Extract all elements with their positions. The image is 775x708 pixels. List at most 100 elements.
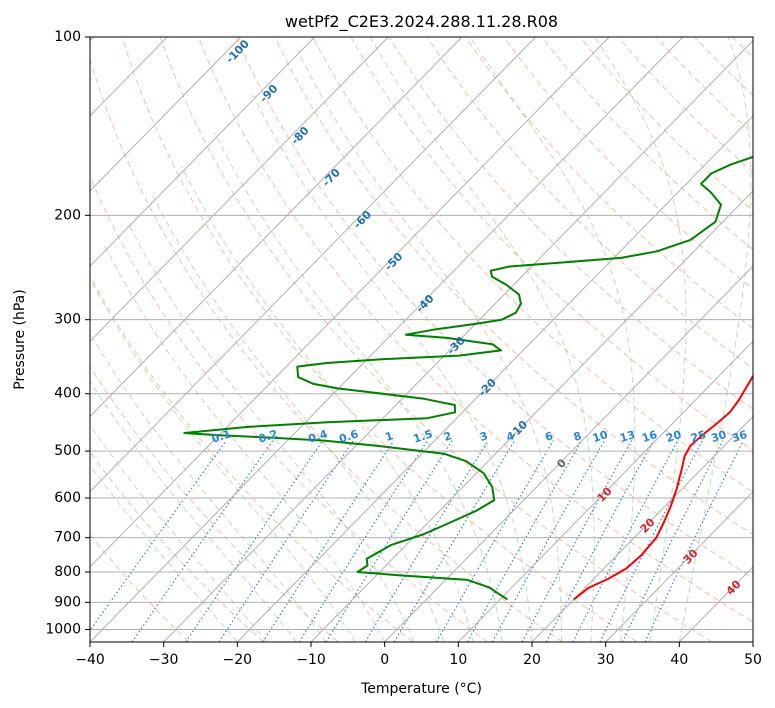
isotherm-line (457, 340, 753, 642)
y-tick-label: 100 (54, 29, 81, 45)
mixing-ratio-line (325, 440, 453, 642)
mixing-ratio-line (218, 440, 354, 642)
dry-adiabat (465, 37, 753, 329)
y-axis-label: Pressure (hPa) (12, 289, 28, 389)
isotherm-line (236, 115, 753, 642)
isotherm-line (90, 37, 463, 418)
x-tick-label: 50 (744, 652, 762, 668)
dry-adiabat (90, 57, 563, 642)
dry-adiabat (350, 37, 753, 451)
isotherm-line (90, 37, 389, 343)
moist-adiabat (252, 94, 533, 642)
mixing-ratio-label: 20 (664, 428, 683, 445)
dry-adiabat (312, 37, 753, 493)
mixing-ratio-label: 1 (384, 429, 395, 444)
x-axis-label: Temperature (°C) (360, 681, 482, 697)
moist-adiabat (469, 37, 636, 642)
mixing-ratio-label: 16 (640, 428, 659, 445)
dry-adiabat (771, 37, 775, 642)
mixing-ratio-line (90, 440, 227, 632)
x-tick-label: −20 (223, 652, 253, 668)
y-tick-label: 200 (54, 207, 81, 223)
mixing-ratio-label: 10 (591, 428, 610, 445)
dry-adiabat (90, 274, 414, 642)
dry-adiabat (617, 37, 753, 173)
moist-adiabat (152, 195, 445, 642)
x-axis-ticks: −40 −30 −20 −10 0 10 20 30 40 50 (75, 642, 762, 668)
y-tick-label: 300 (54, 312, 81, 328)
series-line (573, 374, 753, 601)
isobar-gridlines (90, 37, 753, 630)
chart-title: wetPf2_C2E3.2024.288.11.28.R08 (285, 12, 558, 32)
x-tick-label: −40 (75, 652, 105, 668)
y-tick-label: 400 (54, 386, 81, 402)
mixing-ratio-line (131, 440, 274, 642)
mixing-ratio-line (262, 440, 395, 642)
series-layer (183, 155, 753, 601)
isotherm-line (752, 641, 753, 642)
moist-adiabat (678, 37, 752, 642)
mixing-ratio-label: 3 (478, 429, 489, 444)
x-tick-label: 0 (380, 652, 389, 668)
isotherm-lines (90, 37, 753, 642)
dry-adiabat (274, 37, 753, 536)
moist-adiabat (594, 37, 687, 642)
plot-background (90, 37, 753, 642)
isotherm-line (605, 490, 753, 642)
mixing-ratio-line (364, 440, 489, 642)
x-tick-label: 20 (523, 652, 541, 668)
plot-frame (89, 36, 754, 643)
isotherm-line (90, 37, 242, 192)
mixing-ratio-labels: 0.1 0.2 0.4 0.6 1 1.5 2 3 4 6 8 10 13 16 20 25 30 36 (210, 427, 749, 446)
y-tick-label: 900 (54, 594, 81, 610)
dry-adiabat (90, 174, 488, 642)
x-tick-label: 30 (597, 652, 615, 668)
series-line (183, 155, 753, 601)
y-tick-label: 800 (54, 564, 81, 580)
mixing-ratio-label: 36 (730, 428, 749, 445)
mixing-ratio-label: 6 (543, 429, 555, 444)
moist-adiabat (127, 221, 415, 642)
dry-adiabat (159, 37, 712, 642)
mixing-ratio-line (298, 440, 429, 642)
dry-adiabat (236, 37, 753, 579)
dry-adiabat (579, 37, 753, 212)
isotherm-line (90, 37, 684, 642)
moist-adiabat (90, 464, 238, 642)
moist-adiabats (90, 37, 752, 642)
mixing-ratio-line (521, 440, 633, 642)
mixing-ratio-label: 0.2 (257, 427, 280, 445)
y-tick-label: 1000 (45, 621, 81, 637)
moist-adiabat (369, 37, 595, 642)
y-axis-ticks: 100 200 300 400 500 600 700 800 900 1000 (45, 29, 90, 637)
x-tick-label: 10 (449, 652, 467, 668)
x-tick-label: 40 (670, 652, 688, 668)
x-tick-label: −30 (149, 652, 179, 668)
mixing-ratio-line (185, 440, 324, 642)
isotherm-line (531, 415, 753, 642)
y-tick-label: 600 (54, 490, 81, 506)
mixing-ratio-line (621, 440, 724, 642)
mixing-ratio-line (644, 440, 744, 642)
moist-adiabat (90, 423, 268, 642)
moist-adiabat (180, 165, 474, 642)
mixing-ratio-label: 0.4 (307, 427, 330, 445)
moist-adiabat (90, 277, 356, 642)
y-tick-label: 700 (54, 530, 81, 546)
dry-adiabat (388, 37, 753, 410)
mixing-ratio-label: 13 (618, 428, 637, 445)
isotherm-line (90, 37, 610, 568)
mixing-ratio-line (466, 440, 583, 642)
dry-adiabat (90, 451, 264, 642)
mixing-ratio-label: 8 (572, 429, 583, 444)
moist-adiabat (90, 332, 327, 642)
mixing-ratio-line (435, 440, 554, 642)
mixing-ratio-label: 25 (689, 428, 708, 445)
y-tick-label: 500 (54, 443, 81, 459)
mixing-ratio-line (491, 440, 605, 642)
mixing-ratio-label: 4 (505, 429, 517, 444)
mixing-ratio-label: 2 (442, 429, 453, 444)
mixing-ratio-label: 0.1 (210, 427, 233, 445)
dry-adiabat (121, 37, 638, 642)
x-tick-label: −10 (296, 652, 326, 668)
